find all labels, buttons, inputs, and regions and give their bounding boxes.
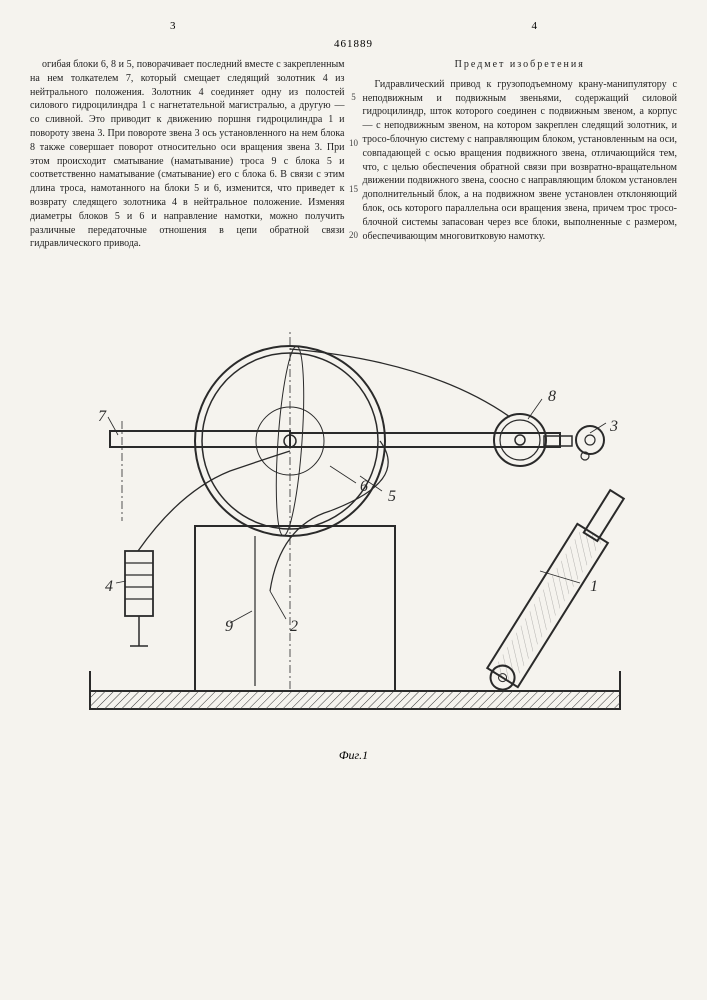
line-number: 10 <box>349 138 358 148</box>
right-column-text: Гидравлический привод к грузоподъемному … <box>363 78 678 244</box>
section-title: Предмет изобретения <box>363 58 678 72</box>
callout-2: 2 <box>290 618 298 635</box>
callout-4: 4 <box>105 578 113 595</box>
callout-5: 5 <box>388 488 396 505</box>
left-column-text: огибая блоки 6, 8 и 5, поворачивает посл… <box>30 58 345 251</box>
callout-3: 3 <box>609 418 618 435</box>
callout-7: 7 <box>98 408 107 425</box>
page-num-left: 3 <box>170 20 176 32</box>
text-columns: огибая блоки 6, 8 и 5, поворачивает посл… <box>30 58 677 251</box>
figure-svg: 1 2 3 4 5 6 7 8 9 <box>30 291 677 771</box>
callout-9: 9 <box>225 618 233 635</box>
right-column: Предмет изобретения Гидравлический приво… <box>363 58 678 251</box>
line-number: 5 <box>351 92 356 102</box>
callout-1: 1 <box>590 578 598 595</box>
figure-label: Фиг.1 <box>339 748 368 763</box>
page-num-right: 4 <box>532 20 538 32</box>
line-number: 15 <box>349 184 358 194</box>
line-number: 20 <box>349 230 358 240</box>
patent-number: 461889 <box>30 38 677 50</box>
callout-8: 8 <box>548 388 556 405</box>
left-column: огибая блоки 6, 8 и 5, поворачивает посл… <box>30 58 345 251</box>
figure: 1 2 3 4 5 6 7 8 9 Фиг.1 <box>30 291 677 771</box>
